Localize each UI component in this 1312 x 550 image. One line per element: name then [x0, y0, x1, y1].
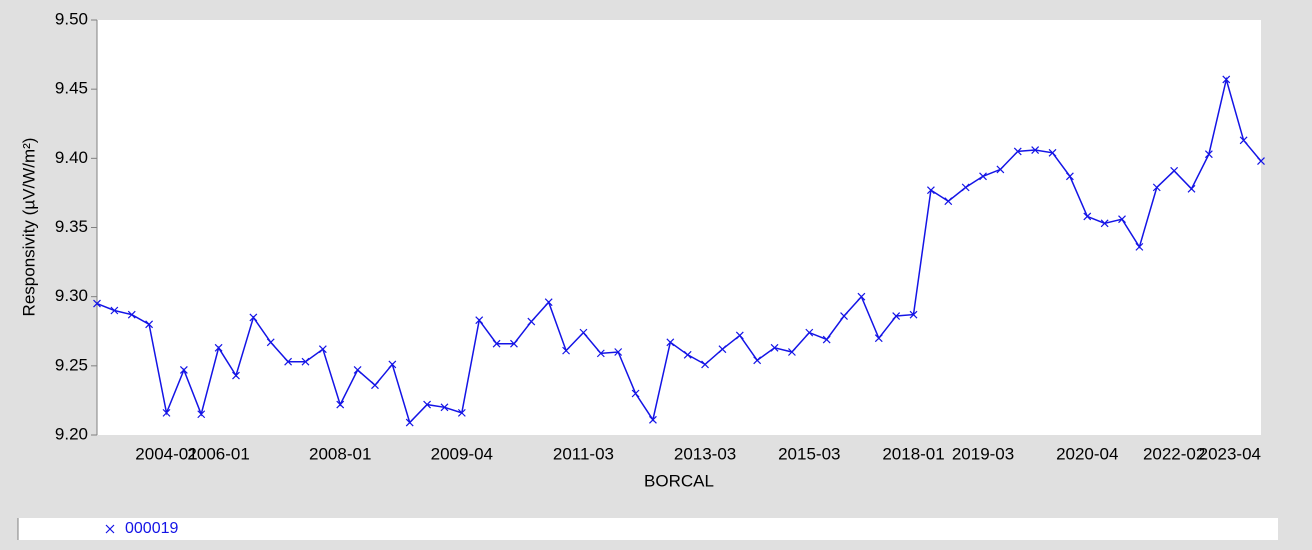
- x-tick-label: 2006-01: [187, 444, 249, 463]
- point-marker: [440, 403, 449, 412]
- x-tick-label: 2018-01: [882, 444, 944, 463]
- point-marker: [1187, 184, 1196, 193]
- x-axis-title: BORCAL: [644, 471, 714, 490]
- point-marker: [840, 312, 848, 320]
- point-marker: [683, 350, 692, 359]
- point-marker: [822, 335, 831, 344]
- point-marker: [353, 366, 362, 374]
- point-marker: [110, 306, 119, 315]
- point-marker: [961, 183, 970, 192]
- point-marker: [735, 331, 744, 340]
- point-marker: [544, 298, 553, 307]
- y-tick-label: 9.30: [55, 286, 88, 305]
- point-marker: [336, 400, 345, 409]
- point-marker: [649, 415, 657, 424]
- point-marker: [371, 381, 379, 390]
- point-marker: [1100, 219, 1109, 228]
- point-marker: [1222, 75, 1231, 84]
- point-marker: [457, 408, 466, 417]
- x-tick-label: 2015-03: [778, 444, 840, 463]
- x-tick-label: 2011-03: [553, 444, 614, 463]
- point-marker: [1031, 146, 1040, 154]
- point-marker: [788, 348, 796, 356]
- point-marker: [145, 320, 154, 329]
- point-marker: [93, 299, 101, 308]
- x-tick-label: 2019-03: [952, 444, 1014, 463]
- point-marker: [979, 172, 987, 181]
- x-tick-label: 2009-04: [431, 444, 493, 463]
- point-marker: [162, 408, 171, 417]
- y-axis-title: Responsivity (µV/W/m²): [19, 138, 38, 317]
- point-marker: [127, 310, 136, 319]
- point-marker: [197, 410, 206, 419]
- y-tick-label: 9.45: [55, 79, 88, 98]
- x-tick-label: 2013-03: [674, 444, 736, 463]
- x-tick-label: 2023-04: [1199, 444, 1261, 463]
- point-marker: [892, 312, 901, 320]
- point-marker: [214, 343, 223, 352]
- point-marker: [666, 338, 675, 347]
- x-tick-label: 2004-01: [135, 444, 197, 463]
- point-marker: [510, 339, 518, 348]
- point-marker: [874, 334, 883, 343]
- point-marker: [1013, 147, 1022, 156]
- point-marker: [405, 418, 414, 427]
- point-marker: [805, 328, 814, 337]
- y-tick-label: 9.20: [55, 424, 88, 443]
- y-tick-label: 9.50: [55, 9, 88, 28]
- x-tick-label: 2008-01: [309, 444, 371, 463]
- point-marker: [527, 317, 536, 326]
- point-marker: [232, 371, 240, 380]
- x-tick-label: 2022-02: [1143, 444, 1205, 463]
- point-marker: [249, 313, 258, 322]
- point-marker: [1048, 148, 1057, 157]
- point-marker: [1204, 150, 1213, 159]
- point-marker: [926, 186, 935, 195]
- point-marker: [1083, 212, 1092, 221]
- point-marker: [1135, 242, 1144, 251]
- point-marker: [1170, 166, 1179, 175]
- point-marker: [909, 310, 918, 319]
- legend: [18, 518, 1278, 540]
- point-marker: [1065, 172, 1074, 181]
- point-marker: [284, 357, 293, 366]
- point-marker: [492, 339, 501, 348]
- series-line: [96, 76, 1262, 424]
- point-marker: [1152, 183, 1161, 192]
- point-marker: [301, 357, 310, 366]
- point-marker: [388, 360, 397, 369]
- point-marker: [1257, 157, 1265, 166]
- point-marker: [1118, 215, 1126, 224]
- point-marker: [718, 345, 727, 354]
- point-marker: [944, 197, 953, 206]
- point-marker: [701, 360, 709, 369]
- point-marker: [996, 165, 1005, 174]
- legend-label: 000019: [125, 520, 178, 537]
- point-marker: [1239, 136, 1248, 145]
- point-marker: [770, 343, 779, 352]
- point-marker: [423, 400, 432, 409]
- legend-marker: [105, 524, 115, 534]
- point-marker: [596, 349, 605, 358]
- point-marker: [318, 345, 327, 354]
- y-tick-label: 9.35: [55, 217, 88, 236]
- y-tick-label: 9.40: [55, 148, 88, 167]
- point-marker: [579, 328, 588, 337]
- point-marker: [475, 316, 484, 325]
- point-marker: [614, 348, 623, 356]
- x-tick-label: 2020-04: [1056, 444, 1118, 463]
- point-marker: [562, 346, 570, 355]
- point-marker: [753, 356, 762, 365]
- point-marker: [266, 338, 275, 347]
- plot-area: [97, 20, 1261, 435]
- point-marker: [857, 292, 866, 301]
- point-marker: [631, 389, 640, 398]
- point-marker: [179, 366, 188, 374]
- y-tick-label: 9.25: [55, 355, 88, 374]
